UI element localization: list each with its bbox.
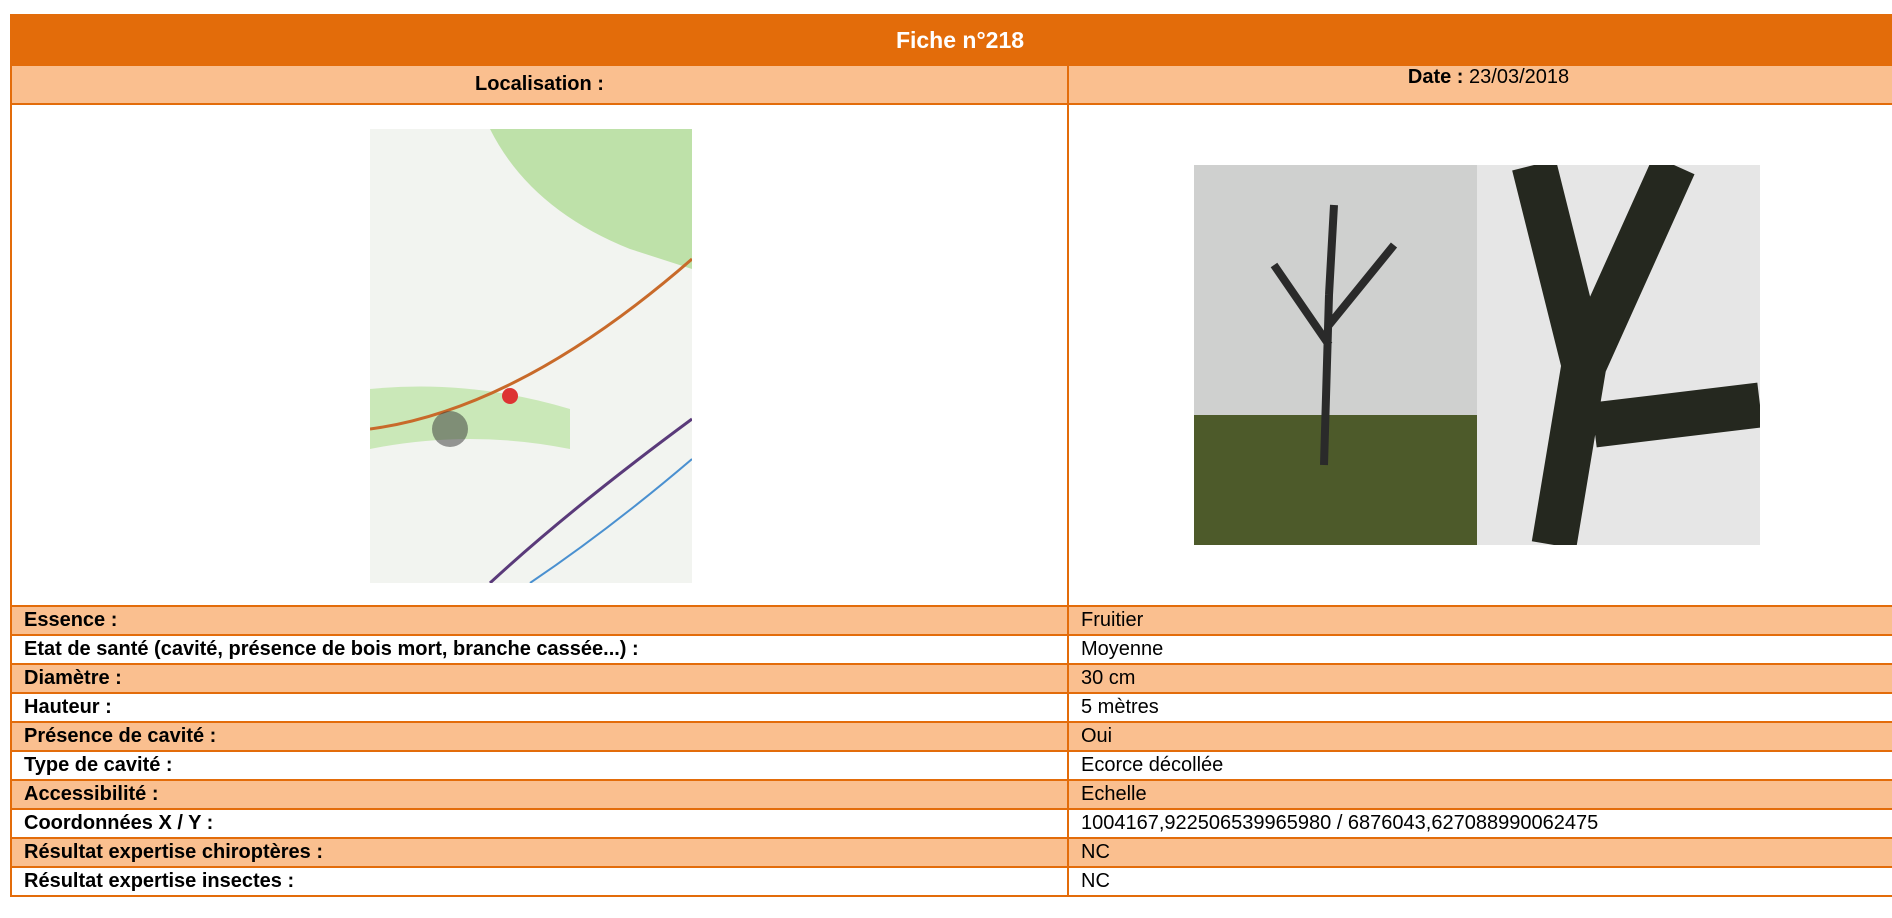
sheet: Fiche n°218 Localisation : Date : 23/03/… [10, 14, 1892, 897]
field-label: Etat de santé (cavité, présence de bois … [10, 634, 1069, 665]
field-label: Présence de cavité : [10, 721, 1069, 752]
data-row: Présence de cavité : Oui [10, 721, 1892, 752]
field-label: Résultat expertise chiroptères : [10, 837, 1069, 868]
field-value: NC [1067, 837, 1892, 868]
field-label: Résultat expertise insectes : [10, 866, 1069, 897]
title: Fiche n°218 [10, 14, 1892, 66]
date-cell: Date : 23/03/2018 [1067, 64, 1892, 105]
data-row: Diamètre :30 cm [10, 663, 1892, 694]
location-label: Localisation : [10, 64, 1069, 105]
data-row: Hauteur :5 mètres [10, 692, 1892, 723]
field-value: 1004167,922506539965980 / 6876043,627088… [1067, 808, 1892, 839]
data-row: Etat de santé (cavité, présence de bois … [10, 634, 1892, 665]
map-cell [10, 103, 1069, 607]
data-row: Essence : Fruitier [10, 605, 1892, 636]
field-label: Type de cavité : [10, 750, 1069, 781]
field-value: 5 mètres [1067, 692, 1892, 723]
field-value: Moyenne [1067, 634, 1892, 665]
data-row: Résultat expertise chiroptères : NC [10, 837, 1892, 868]
field-value: Echelle [1067, 779, 1892, 810]
date-value: 23/03/2018 [1469, 66, 1570, 88]
field-value: Fruitier [1067, 605, 1892, 636]
data-row: Résultat expertise insectes : NC [10, 866, 1892, 897]
map-image [370, 129, 692, 583]
field-value: Ecorce décollée [1067, 750, 1892, 781]
data-row: Type de cavité : Ecorce décollée [10, 750, 1892, 781]
tree-photos [1194, 165, 1760, 545]
field-value: 30 cm [1067, 663, 1892, 694]
photo-cell [1067, 103, 1892, 607]
field-label: Diamètre : [10, 663, 1069, 694]
date-label: Date : [1407, 66, 1464, 88]
field-label: Hauteur : [10, 692, 1069, 723]
data-row: Accessibilité : Echelle [10, 779, 1892, 810]
data-row: Coordonnées X / Y :1004167,9225065399659… [10, 808, 1892, 839]
field-label: Essence : [10, 605, 1069, 636]
field-value: Oui [1067, 721, 1892, 752]
field-value: NC [1067, 866, 1892, 897]
field-label: Accessibilité : [10, 779, 1069, 810]
sheet-table: Fiche n°218 Localisation : Date : 23/03/… [10, 14, 1892, 897]
field-label: Coordonnées X / Y : [10, 808, 1069, 839]
